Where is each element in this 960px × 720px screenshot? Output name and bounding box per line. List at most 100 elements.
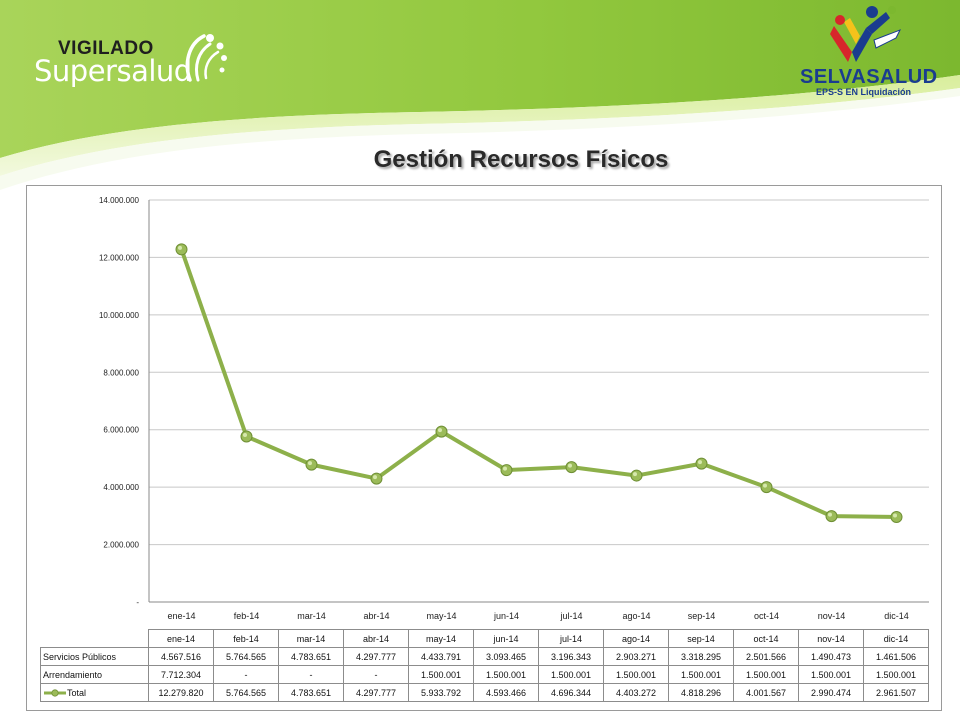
chart-data-table: ene-14 feb-14 mar-14 abr-14 may-14 jun-14 jul-…: [40, 629, 929, 702]
x-tick-label: ene-14: [167, 611, 195, 621]
table-cell: 4.297.777: [343, 683, 409, 702]
table-cell: -: [278, 665, 344, 684]
table-cell: 4.818.296: [668, 683, 734, 702]
y-tick-label: 10.000.000: [99, 311, 140, 320]
x-tick-label: may-14: [426, 611, 456, 621]
table-cell: 2.990.474: [798, 683, 864, 702]
table-cell: 1.500.001: [473, 665, 539, 684]
data-point-highlight: [178, 245, 182, 250]
logo-vigilado-text: VIGILADO: [58, 38, 154, 59]
data-point: [175, 243, 188, 256]
series-line-total: [179, 248, 897, 519]
x-tick-label: ago-14: [622, 611, 650, 621]
data-point: [890, 510, 903, 523]
slide-title: Gestión Recursos Físicos: [373, 146, 669, 173]
data-point-highlight: [308, 461, 312, 466]
table-cell: 4.783.651: [278, 647, 344, 666]
x-tick-label: jul-14: [559, 611, 582, 621]
table-header-cell: feb-14: [213, 629, 279, 648]
table-header-cell: may-14: [408, 629, 474, 648]
series-total: [175, 243, 903, 523]
table-row-label: Arrendamiento: [40, 665, 149, 684]
table-cell: 1.490.473: [798, 647, 864, 666]
data-point-highlight: [438, 428, 442, 433]
table-cell: 4.001.567: [733, 683, 799, 702]
data-point-highlight: [893, 513, 897, 518]
x-tick-label: sep-14: [688, 611, 716, 621]
table-cell: 1.500.001: [668, 665, 734, 684]
data-point-highlight: [698, 460, 702, 465]
table-cell: 4.433.791: [408, 647, 474, 666]
data-point-highlight: [503, 466, 507, 471]
supersalud-emblem-icon: [185, 34, 227, 82]
table-cell: 4.297.777: [343, 647, 409, 666]
table-cell: 1.500.001: [863, 665, 929, 684]
table-header-cell: oct-14: [733, 629, 799, 648]
y-tick-label: 2.000.000: [103, 541, 139, 550]
table-cell: 4.593.466: [473, 683, 539, 702]
y-tick-label: 4.000.000: [103, 483, 139, 492]
table-row-label-text: Arrendamiento: [43, 669, 103, 680]
x-tick-label: jun-14: [493, 611, 519, 621]
supersalud-logo: VIGILADO Supersalud: [30, 28, 240, 98]
data-point: [825, 510, 838, 523]
data-point: [240, 430, 253, 443]
table-cell: 12.279.820: [148, 683, 214, 702]
table-header-cell: sep-14: [668, 629, 734, 648]
legend-key-icon: [44, 689, 66, 697]
table-header-cell: jul-14: [538, 629, 604, 648]
table-corner: [40, 629, 149, 648]
header-banner: [0, 0, 960, 190]
data-point: [760, 481, 773, 494]
table-cell: -: [343, 665, 409, 684]
y-tick-label: 8.000.000: [103, 368, 139, 377]
x-tick-label: feb-14: [234, 611, 260, 621]
table-cell: 3.093.465: [473, 647, 539, 666]
table-header-cell: ene-14: [148, 629, 214, 648]
y-tick-label: 14.000.000: [99, 196, 140, 205]
data-point: [565, 461, 578, 474]
x-tick-label: abr-14: [363, 611, 389, 621]
table-cell: 1.500.001: [603, 665, 669, 684]
table-row: Arrendamiento 7.712.304- - -1.500.001 1.500.…: [40, 665, 929, 684]
line-chart: - 2.000.000 4.000.000 6.000.000 8.000.000 10.…: [99, 196, 929, 621]
table-cell: 1.500.001: [798, 665, 864, 684]
y-tick-label: -: [136, 598, 139, 607]
table-row-label: Servicios Públicos: [40, 647, 149, 666]
x-axis-ticks: ene-14 feb-14 mar-14 abr-14 may-14 jun-14 jul-…: [167, 611, 908, 621]
x-tick-label: oct-14: [754, 611, 779, 621]
table-cell: 1.461.506: [863, 647, 929, 666]
table-row: Servicios Públicos 4.567.516 5.764.565 4.78…: [40, 647, 929, 666]
table-cell: 2.903.271: [603, 647, 669, 666]
logo-supersalud-text: Supersalud: [34, 54, 192, 88]
table-cell: 1.500.001: [538, 665, 604, 684]
selvasalud-emblem-icon: [830, 6, 902, 62]
selvasalud-subtitle: EPS-S EN Liquidación: [816, 87, 912, 97]
data-point: [630, 469, 643, 482]
y-tick-label: 6.000.000: [103, 426, 139, 435]
selvasalud-name: SELVASALUD: [800, 66, 938, 88]
table-row-label-text: Total: [67, 687, 87, 698]
table-cell: 4.783.651: [278, 683, 344, 702]
y-tick-label: 12.000.000: [99, 253, 140, 262]
table-header-cell: mar-14: [278, 629, 344, 648]
table-cell: 2.961.507: [863, 683, 929, 702]
table-header-row: ene-14 feb-14 mar-14 abr-14 may-14 jun-14 jul-…: [40, 629, 929, 648]
table-cell: 7.712.304: [148, 665, 214, 684]
data-point-highlight: [763, 483, 767, 488]
table-header-cell: jun-14: [473, 629, 539, 648]
table-cell: 1.500.001: [408, 665, 474, 684]
table-row-label-text: Servicios Públicos: [43, 651, 117, 662]
data-point-highlight: [373, 475, 377, 480]
table-cell: 2.501.566: [733, 647, 799, 666]
table-cell: 1.500.001: [733, 665, 799, 684]
data-point: [305, 458, 318, 471]
table-header-cell: abr-14: [343, 629, 409, 648]
table-cell: 3.318.295: [668, 647, 734, 666]
table-cell: 5.764.565: [213, 647, 279, 666]
data-point: [370, 472, 383, 485]
data-point: [500, 464, 513, 477]
data-point: [695, 457, 708, 470]
x-tick-label: mar-14: [297, 611, 326, 621]
y-axis-ticks: - 2.000.000 4.000.000 6.000.000 8.000.000 10.…: [99, 196, 140, 607]
